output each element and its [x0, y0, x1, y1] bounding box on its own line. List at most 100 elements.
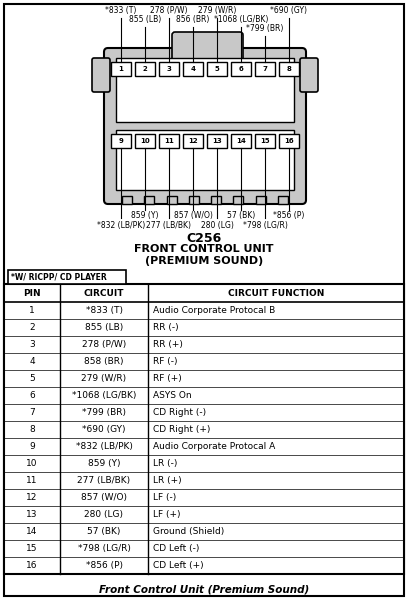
Text: 11: 11 — [26, 476, 38, 485]
Text: 9: 9 — [29, 442, 35, 451]
Bar — [231, 62, 251, 76]
Text: *833 (T): *833 (T) — [105, 6, 137, 15]
Text: *832 (LB/PK): *832 (LB/PK) — [75, 442, 133, 451]
Text: 1: 1 — [119, 66, 124, 72]
Bar — [231, 134, 251, 148]
Bar — [279, 134, 299, 148]
Bar — [111, 134, 131, 148]
Text: 12: 12 — [188, 138, 198, 144]
Text: FRONT CONTROL UNIT: FRONT CONTROL UNIT — [134, 244, 274, 254]
Text: 856 (BR): 856 (BR) — [176, 15, 210, 24]
Text: ASYS On: ASYS On — [153, 391, 192, 400]
Text: CD Left (-): CD Left (-) — [153, 544, 200, 553]
Text: LF (-): LF (-) — [153, 493, 176, 502]
Bar — [159, 62, 179, 76]
Text: 16: 16 — [26, 561, 38, 570]
FancyBboxPatch shape — [172, 32, 243, 63]
Text: CD Left (+): CD Left (+) — [153, 561, 204, 570]
Text: 857 (W/O): 857 (W/O) — [173, 211, 213, 220]
Text: Audio Corporate Protocal A: Audio Corporate Protocal A — [153, 442, 275, 451]
Text: *856 (P): *856 (P) — [273, 211, 305, 220]
Text: 14: 14 — [26, 527, 38, 536]
Text: 6: 6 — [239, 66, 244, 72]
Text: 6: 6 — [29, 391, 35, 400]
Bar — [207, 62, 227, 76]
Text: RR (-): RR (-) — [153, 323, 179, 332]
Text: Audio Corporate Protocal B: Audio Corporate Protocal B — [153, 306, 275, 315]
Text: *798 (LG/R): *798 (LG/R) — [78, 544, 131, 553]
Text: *798 (LG/R): *798 (LG/R) — [243, 221, 288, 230]
Text: Front Control Unit (Premium Sound): Front Control Unit (Premium Sound) — [99, 585, 309, 595]
Text: RR (+): RR (+) — [153, 340, 183, 349]
Bar — [255, 62, 275, 76]
Text: 279 (W/R): 279 (W/R) — [198, 6, 236, 15]
Text: 278 (P/W): 278 (P/W) — [150, 6, 188, 15]
Text: 1: 1 — [29, 306, 35, 315]
Text: 13: 13 — [212, 138, 222, 144]
Text: 12: 12 — [26, 493, 38, 502]
Text: *1068 (LG/BK): *1068 (LG/BK) — [72, 391, 136, 400]
Text: 858 (BR): 858 (BR) — [84, 357, 124, 366]
Text: 278 (P/W): 278 (P/W) — [82, 340, 126, 349]
Text: CIRCUIT FUNCTION: CIRCUIT FUNCTION — [228, 289, 324, 298]
Text: 57 (BK): 57 (BK) — [87, 527, 121, 536]
Bar — [116, 130, 294, 190]
Bar — [8, 270, 126, 284]
Bar — [144, 196, 154, 204]
Text: 4: 4 — [191, 66, 195, 72]
Text: 7: 7 — [263, 66, 267, 72]
Text: 8: 8 — [286, 66, 291, 72]
Bar — [135, 134, 155, 148]
Text: 10: 10 — [140, 138, 150, 144]
Bar — [279, 62, 299, 76]
Text: 4: 4 — [29, 357, 35, 366]
Bar — [111, 62, 131, 76]
Text: C256: C256 — [186, 232, 222, 245]
Text: 277 (LB/BK): 277 (LB/BK) — [146, 221, 191, 230]
Bar — [211, 196, 221, 204]
Text: 859 (Y): 859 (Y) — [88, 459, 120, 468]
Text: LR (+): LR (+) — [153, 476, 182, 485]
Text: 13: 13 — [26, 510, 38, 519]
Bar — [233, 196, 244, 204]
Text: (PREMIUM SOUND): (PREMIUM SOUND) — [145, 256, 263, 266]
Text: 15: 15 — [26, 544, 38, 553]
Text: *799 (BR): *799 (BR) — [82, 408, 126, 417]
Text: 277 (LB/BK): 277 (LB/BK) — [78, 476, 131, 485]
FancyBboxPatch shape — [300, 58, 318, 92]
Bar — [183, 134, 203, 148]
Text: 8: 8 — [29, 425, 35, 434]
Text: *856 (P): *856 (P) — [86, 561, 122, 570]
Text: 3: 3 — [166, 66, 171, 72]
Bar — [255, 134, 275, 148]
Text: *833 (T): *833 (T) — [86, 306, 122, 315]
Bar — [207, 134, 227, 148]
Text: 9: 9 — [119, 138, 124, 144]
Text: 5: 5 — [29, 374, 35, 383]
Text: 57 (BK): 57 (BK) — [227, 211, 255, 220]
Text: PIN: PIN — [23, 289, 41, 298]
Text: CIRCUIT: CIRCUIT — [84, 289, 124, 298]
Text: 2: 2 — [143, 66, 147, 72]
Text: *W/ RICPP/ CD PLAYER: *W/ RICPP/ CD PLAYER — [11, 272, 107, 281]
Text: 16: 16 — [284, 138, 294, 144]
Text: LF (+): LF (+) — [153, 510, 180, 519]
Text: CD Right (-): CD Right (-) — [153, 408, 206, 417]
Text: 855 (LB): 855 (LB) — [85, 323, 123, 332]
Bar — [256, 196, 266, 204]
Text: 857 (W/O): 857 (W/O) — [81, 493, 127, 502]
Text: 10: 10 — [26, 459, 38, 468]
Bar — [159, 134, 179, 148]
Text: RF (-): RF (-) — [153, 357, 177, 366]
Text: 11: 11 — [164, 138, 174, 144]
Text: *1068 (LG/BK): *1068 (LG/BK) — [214, 15, 268, 24]
Bar — [183, 62, 203, 76]
Bar — [122, 196, 132, 204]
Text: 2: 2 — [29, 323, 35, 332]
Text: Ground (Shield): Ground (Shield) — [153, 527, 224, 536]
Text: 5: 5 — [215, 66, 220, 72]
Bar — [4, 284, 404, 574]
Bar — [166, 196, 177, 204]
Text: 15: 15 — [260, 138, 270, 144]
Bar — [116, 58, 294, 122]
